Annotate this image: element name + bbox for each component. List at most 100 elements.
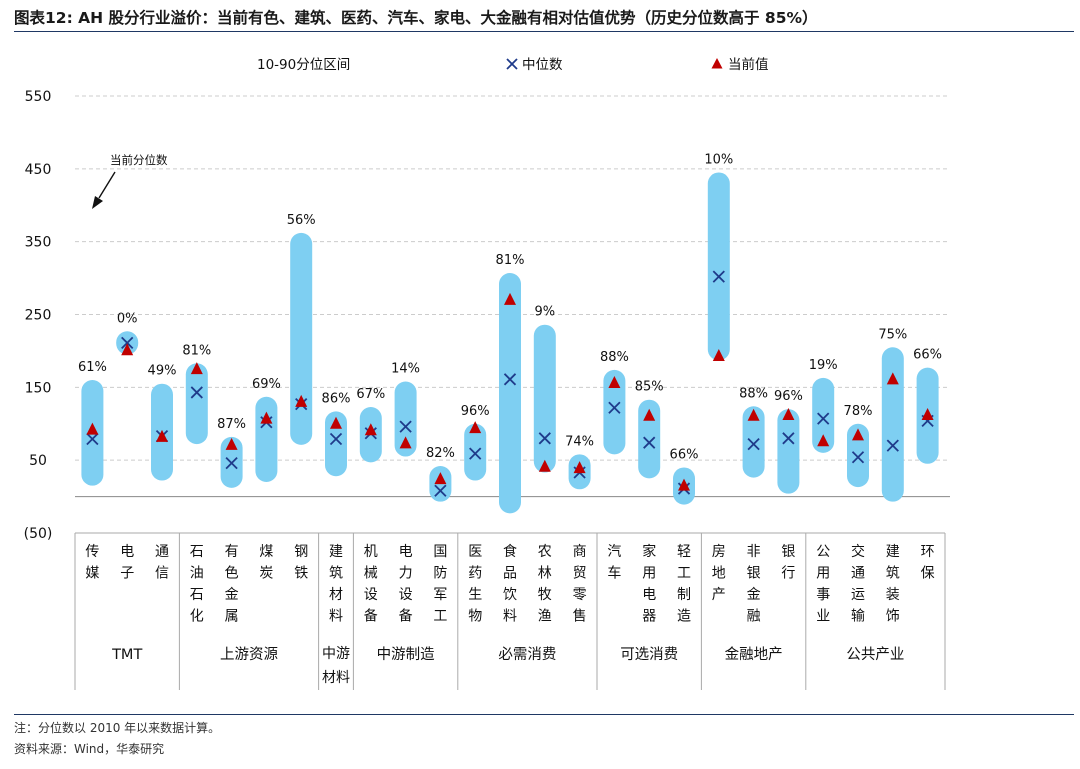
group-label: TMT <box>111 647 142 663</box>
range-bar <box>464 423 487 481</box>
current-marker <box>678 478 690 491</box>
legend-range-label: 10-90分位区间 <box>257 57 350 73</box>
current-marker <box>921 408 934 421</box>
percentile-label: 0% <box>117 311 138 326</box>
percentile-label: 66% <box>913 348 942 363</box>
industry-label: 用 <box>642 566 656 582</box>
industry-label: 生 <box>468 587 482 603</box>
industry-label: 建 <box>886 544 900 560</box>
industry-label: 器 <box>642 609 656 625</box>
industry-label: 通 <box>155 544 169 560</box>
annotation-arrow <box>98 171 116 199</box>
industry-label: 药 <box>468 566 482 582</box>
current-marker <box>399 436 412 449</box>
annotation-label: 当前分位数 <box>110 153 168 167</box>
legend-median-label: 中位数 <box>522 57 563 73</box>
median-marker <box>643 436 656 449</box>
median-marker <box>608 401 621 414</box>
figure-title: 图表12: AH 股分行业溢价：当前有色、建筑、医药、汽车、家电、大金融有相对估… <box>14 9 818 27</box>
group-label: 中游制造 <box>377 646 435 663</box>
industry-label: 传 <box>85 544 99 560</box>
percentile-label: 69% <box>252 377 281 392</box>
percentile-label: 67% <box>356 387 385 402</box>
industry-label: 车 <box>607 565 621 582</box>
percentile-label: 82% <box>426 446 455 461</box>
industry-label: 备 <box>399 608 413 625</box>
group-label: 可选消费 <box>620 646 678 663</box>
industry-label: 金 <box>747 587 761 603</box>
percentile-label: 61% <box>78 360 107 375</box>
percentile-label: 66% <box>670 447 699 462</box>
current-marker <box>538 459 551 472</box>
range-bar <box>812 377 835 453</box>
industry-label: 交 <box>851 543 865 560</box>
median-marker <box>538 432 551 445</box>
y-tick-label: (50) <box>24 526 53 542</box>
range-bar <box>185 363 208 445</box>
industry-label: 装 <box>886 587 900 603</box>
annotation-arrowhead <box>92 196 103 209</box>
industry-label: 工 <box>677 566 691 582</box>
current-marker <box>817 434 830 447</box>
current-marker <box>295 394 308 407</box>
industry-label: 电 <box>399 544 413 560</box>
median-marker <box>851 451 865 464</box>
industry-label: 环 <box>921 544 935 560</box>
industry-label: 属 <box>225 609 239 625</box>
industry-label: 电 <box>642 587 656 603</box>
industry-label: 钢 <box>294 544 308 560</box>
percentile-label: 49% <box>148 364 177 379</box>
median-marker <box>747 438 760 451</box>
median-marker <box>712 270 725 283</box>
median-marker <box>225 456 238 470</box>
industry-label: 工 <box>433 609 447 625</box>
industry-label: 力 <box>399 566 413 582</box>
industry-label: 媒 <box>85 566 99 582</box>
current-marker <box>260 411 273 424</box>
industry-label: 通 <box>851 566 865 582</box>
industry-label: 事 <box>816 587 830 603</box>
industry-label: 地 <box>712 566 726 582</box>
percentile-label: 78% <box>844 404 873 419</box>
industry-label: 物 <box>468 609 482 625</box>
percentile-label: 86% <box>322 391 351 406</box>
percentile-label: 81% <box>182 343 211 358</box>
industry-label: 色 <box>225 565 239 582</box>
current-marker <box>364 423 377 436</box>
industry-label: 筑 <box>329 566 343 582</box>
current-marker <box>504 292 516 305</box>
industry-label: 化 <box>190 609 204 625</box>
title-rule <box>14 31 1074 32</box>
current-marker <box>852 428 864 441</box>
median-marker <box>190 386 203 399</box>
median-marker <box>121 336 134 350</box>
median-marker <box>469 447 482 460</box>
range-bar <box>881 347 904 502</box>
y-tick-label: 550 <box>25 89 52 105</box>
median-marker <box>329 432 343 446</box>
range-bar <box>255 396 278 483</box>
industry-label: 产 <box>712 587 726 603</box>
percentile-label: 96% <box>774 389 803 404</box>
group-label: 中游 <box>322 646 350 662</box>
group-label: 金融地产 <box>725 646 783 663</box>
current-marker <box>225 437 238 450</box>
industry-label: 牧 <box>538 587 552 603</box>
current-marker <box>469 421 482 434</box>
current-marker <box>782 408 795 421</box>
industry-label: 渔 <box>538 609 552 625</box>
range-bar <box>533 324 556 473</box>
percentile-label: 87% <box>217 417 246 432</box>
industry-label: 油 <box>190 566 204 582</box>
y-tick-label: 50 <box>29 453 47 469</box>
industry-label: 运 <box>851 587 865 603</box>
range-bar <box>638 399 661 479</box>
industry-label: 商 <box>573 544 587 560</box>
industry-label: 林 <box>538 566 552 582</box>
industry-label: 业 <box>816 609 830 625</box>
industry-label: 造 <box>677 609 691 625</box>
percentile-label: 10% <box>704 152 733 167</box>
chart: (50) 50 150 250 350 450 550 10-90分位区间 中位数 当前值当前分位… <box>24 56 950 690</box>
range-bar <box>742 406 765 478</box>
range-bar <box>290 232 313 445</box>
